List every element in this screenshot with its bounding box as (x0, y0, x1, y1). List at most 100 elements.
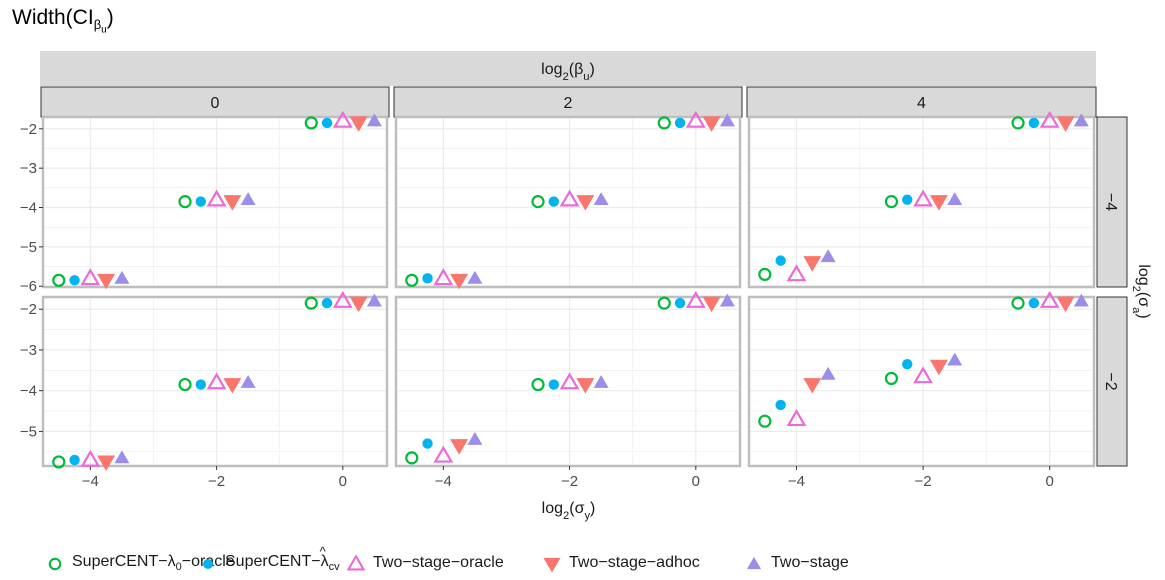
point-Two-stage (114, 450, 130, 464)
point-SuperCENT-lambda0-oracle (405, 451, 419, 465)
point-SuperCENT-lambda0-oracle (405, 273, 419, 287)
legend-marker (346, 554, 366, 571)
point-SuperCENT-lambda-cv (195, 379, 206, 390)
point-Two-stage-adhoc (97, 273, 116, 290)
legend-marker (543, 557, 561, 573)
point-Two-stage (719, 113, 735, 127)
legend-item-Two-stage-adhoc: Two−stage−adhoc (541, 548, 700, 578)
point-SuperCENT-lambda-cv (775, 255, 786, 266)
point-Two-stage-oracle (332, 290, 353, 308)
y-tick-label: −6 (20, 278, 37, 295)
row-strip-1 (1096, 296, 1128, 467)
legend-key-open-triangle-up-icon (346, 554, 366, 571)
x-tick-label: 0 (692, 473, 700, 490)
point-Two-stage-adhoc (223, 195, 242, 211)
point-Two-stage-oracle (786, 264, 807, 282)
point-Two-stage-oracle (559, 372, 580, 390)
panel-points-r1-c0 (52, 290, 382, 471)
point-SuperCENT-lambda0-oracle (884, 195, 899, 209)
point-SuperCENT-lambda-cv (195, 196, 206, 207)
x-tick-label: 0 (339, 473, 347, 490)
y-tick-label: −5 (20, 423, 37, 440)
point-Two-stage (366, 293, 382, 307)
column-strip-1 (393, 86, 743, 118)
legend-label: Two−stage−oracle (373, 554, 504, 571)
column-strip-label: 4 (917, 95, 926, 112)
legend-key-filled-triangle-down-icon (543, 557, 561, 573)
point-Two-stage-adhoc (803, 378, 822, 394)
legend-label: Two−stage (771, 554, 849, 571)
legend: SuperCENT−λ0−oracleSuperCENT−^λcvTwo−sta… (0, 544, 1165, 578)
point-Two-stage (593, 375, 609, 388)
point-SuperCENT-lambda0-oracle (1011, 296, 1025, 310)
point-SuperCENT-lambda-cv (902, 194, 913, 205)
point-Two-stage-adhoc (1056, 296, 1075, 313)
point-Two-stage (1073, 113, 1089, 127)
panel-r0-c1 (394, 115, 742, 289)
panel-r1-c2 (747, 295, 1096, 468)
point-Two-stage (593, 192, 609, 206)
point-SuperCENT-lambda-cv (1028, 297, 1040, 309)
point-SuperCENT-lambda-cv (674, 297, 686, 309)
point-SuperCENT-lambda0-oracle (1011, 116, 1025, 130)
point-Two-stage-oracle (433, 268, 454, 286)
point-SuperCENT-lambda0-oracle (884, 371, 899, 386)
point-Two-stage-oracle (1039, 110, 1060, 128)
point-Two-stage-oracle (80, 449, 101, 467)
point-Two-stage-oracle (685, 110, 706, 128)
column-strip-0 (40, 86, 390, 118)
point-SuperCENT-lambda0-oracle (52, 455, 66, 469)
point-SuperCENT-lambda-cv (321, 117, 333, 129)
x-tick-label: 0 (1046, 473, 1054, 490)
facet-row-title: log2(σa) (1130, 264, 1152, 318)
point-Two-stage (467, 432, 483, 445)
point-SuperCENT-lambda0-oracle (657, 296, 671, 310)
x-tick-label: −2 (208, 473, 225, 490)
chart-title: Width(CIβu) (12, 6, 114, 36)
panel-r0-c0 (41, 115, 389, 289)
panel-points-r0-c2 (758, 110, 1089, 282)
point-SuperCENT-lambda0-oracle (304, 296, 318, 310)
point-Two-stage-adhoc (702, 296, 721, 313)
point-Two-stage (240, 375, 256, 388)
point-Two-stage (820, 366, 836, 380)
point-SuperCENT-lambda-cv (775, 399, 786, 411)
point-SuperCENT-lambda0-oracle (52, 273, 66, 287)
point-Two-stage-oracle (1039, 290, 1060, 308)
point-Two-stage-adhoc (450, 439, 469, 455)
point-Two-stage (820, 249, 836, 263)
point-SuperCENT-lambda-cv (1028, 117, 1040, 129)
point-Two-stage-adhoc (450, 273, 469, 290)
x-axis-title: log2(σy) (542, 500, 596, 522)
y-tick-label: −4 (20, 200, 37, 217)
row-strip-label: −4 (1102, 193, 1119, 211)
panel-r1-c1 (394, 295, 742, 468)
point-Two-stage (467, 270, 483, 284)
point-Two-stage-oracle (786, 408, 807, 427)
point-Two-stage-oracle (559, 189, 580, 207)
column-strip-label: 2 (564, 95, 573, 112)
point-SuperCENT-lambda-cv (548, 196, 559, 207)
legend-item-Two-stage: Two−stage (743, 548, 849, 578)
legend-marker (48, 557, 62, 571)
point-SuperCENT-lambda0-oracle (531, 195, 545, 209)
point-Two-stage-adhoc (223, 378, 242, 394)
point-Two-stage (1073, 293, 1089, 307)
x-tick-label: −2 (915, 473, 932, 490)
point-Two-stage-oracle (913, 366, 933, 384)
panel-points-r1-c1 (405, 290, 735, 465)
panel-points-r0-c1 (405, 110, 735, 290)
panel-r0-c2 (747, 115, 1096, 289)
point-Two-stage (719, 293, 735, 307)
point-Two-stage-adhoc (929, 359, 948, 376)
point-SuperCENT-lambda0-oracle (178, 377, 192, 392)
panel-points-r0-c0 (52, 110, 382, 290)
point-SuperCENT-lambda0-oracle (178, 195, 192, 209)
faceted-scatter-chart: log2(βu) 0 2 4 −4 −2 log2(σa) −2 −3 −4 −5 −6 −2 −3 −4 −… (20, 51, 1152, 522)
point-Two-stage-oracle (80, 268, 101, 286)
legend-key-filled-circle-icon (203, 559, 213, 569)
legend-item-SuperCENT-lambda-cv: SuperCENT− ^ λcv (197, 544, 340, 578)
panel-r1-c0 (41, 295, 389, 468)
x-tick-label: −4 (82, 473, 99, 490)
point-Two-stage (240, 192, 256, 206)
